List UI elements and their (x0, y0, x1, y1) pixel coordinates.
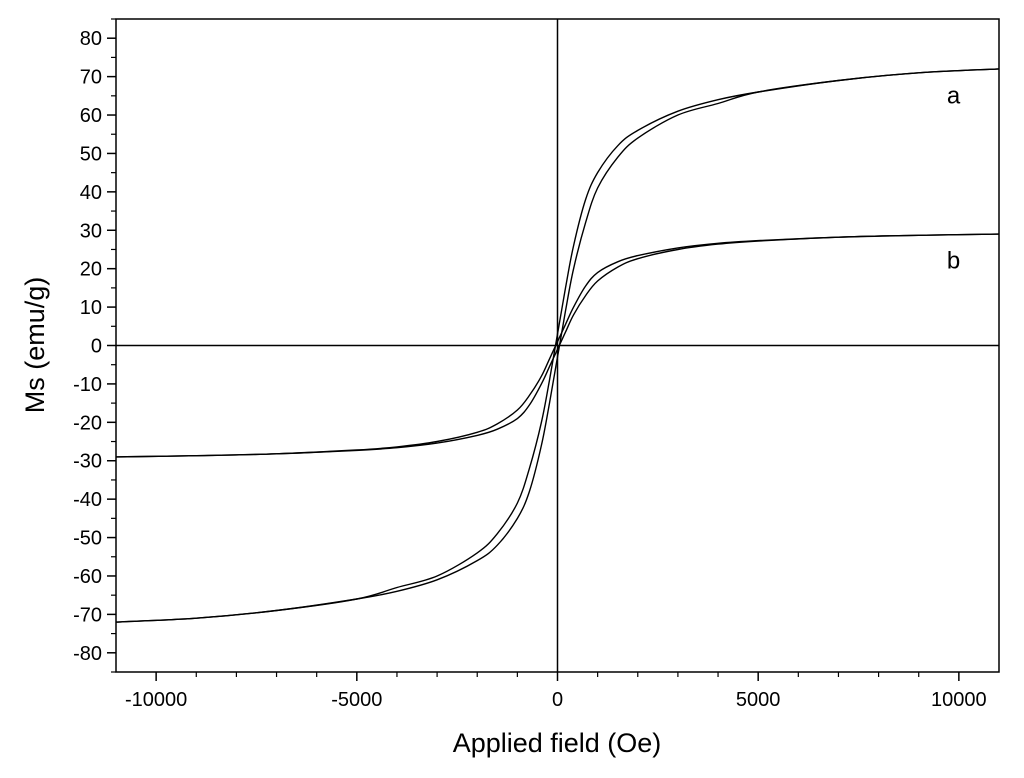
y-tick-label: 80 (80, 28, 102, 50)
y-tick-label: 50 (80, 143, 102, 165)
y-tick-label: 70 (80, 67, 102, 89)
hysteresis-curves (115, 68, 1000, 623)
y-tick-label: -50 (73, 528, 102, 550)
y-tick-label: -30 (73, 451, 102, 473)
y-tick-label: 30 (80, 220, 102, 242)
series-labels: ab (947, 83, 961, 275)
series-a-descending-branch (115, 68, 1000, 623)
minor-ticks (111, 18, 920, 677)
series-a-label: a (947, 83, 961, 110)
y-tick-label: -10 (73, 374, 102, 396)
y-tick-label: 10 (80, 297, 102, 319)
series-b-descending-branch (115, 233, 1000, 458)
x-tick-label: 0 (552, 689, 563, 711)
y-tick-label: -70 (73, 604, 102, 626)
y-tick-labels: -80 -70 -60 -50 -40 -30 -20 -10 0 10 20 30 40 50 60 70 8… (73, 28, 102, 665)
y-tick-label: -40 (73, 489, 102, 511)
major-ticks (107, 37, 960, 681)
y-axis-title: Ms (emu/g) (20, 277, 50, 414)
y-tick-label: -20 (73, 412, 102, 434)
y-tick-label: -80 (73, 643, 102, 665)
y-tick-label: 0 (91, 336, 102, 358)
x-tick-label: -5000 (331, 689, 382, 711)
series-b-ascending-branch (115, 233, 1000, 458)
y-tick-label: 20 (80, 259, 102, 281)
x-tick-label: 10000 (931, 689, 987, 711)
x-tick-label: -10000 (125, 689, 187, 711)
y-tick-label: 60 (80, 105, 102, 127)
x-tick-labels: -10000 -5000 0 5000 10000 (125, 689, 987, 711)
x-axis-title: Applied field (Oe) (453, 728, 662, 758)
series-b-label: b (947, 248, 960, 275)
x-tick-label: 5000 (736, 689, 781, 711)
series-a-ascending-branch (115, 68, 1000, 623)
y-tick-label: -60 (73, 566, 102, 588)
y-tick-label: 40 (80, 182, 102, 204)
